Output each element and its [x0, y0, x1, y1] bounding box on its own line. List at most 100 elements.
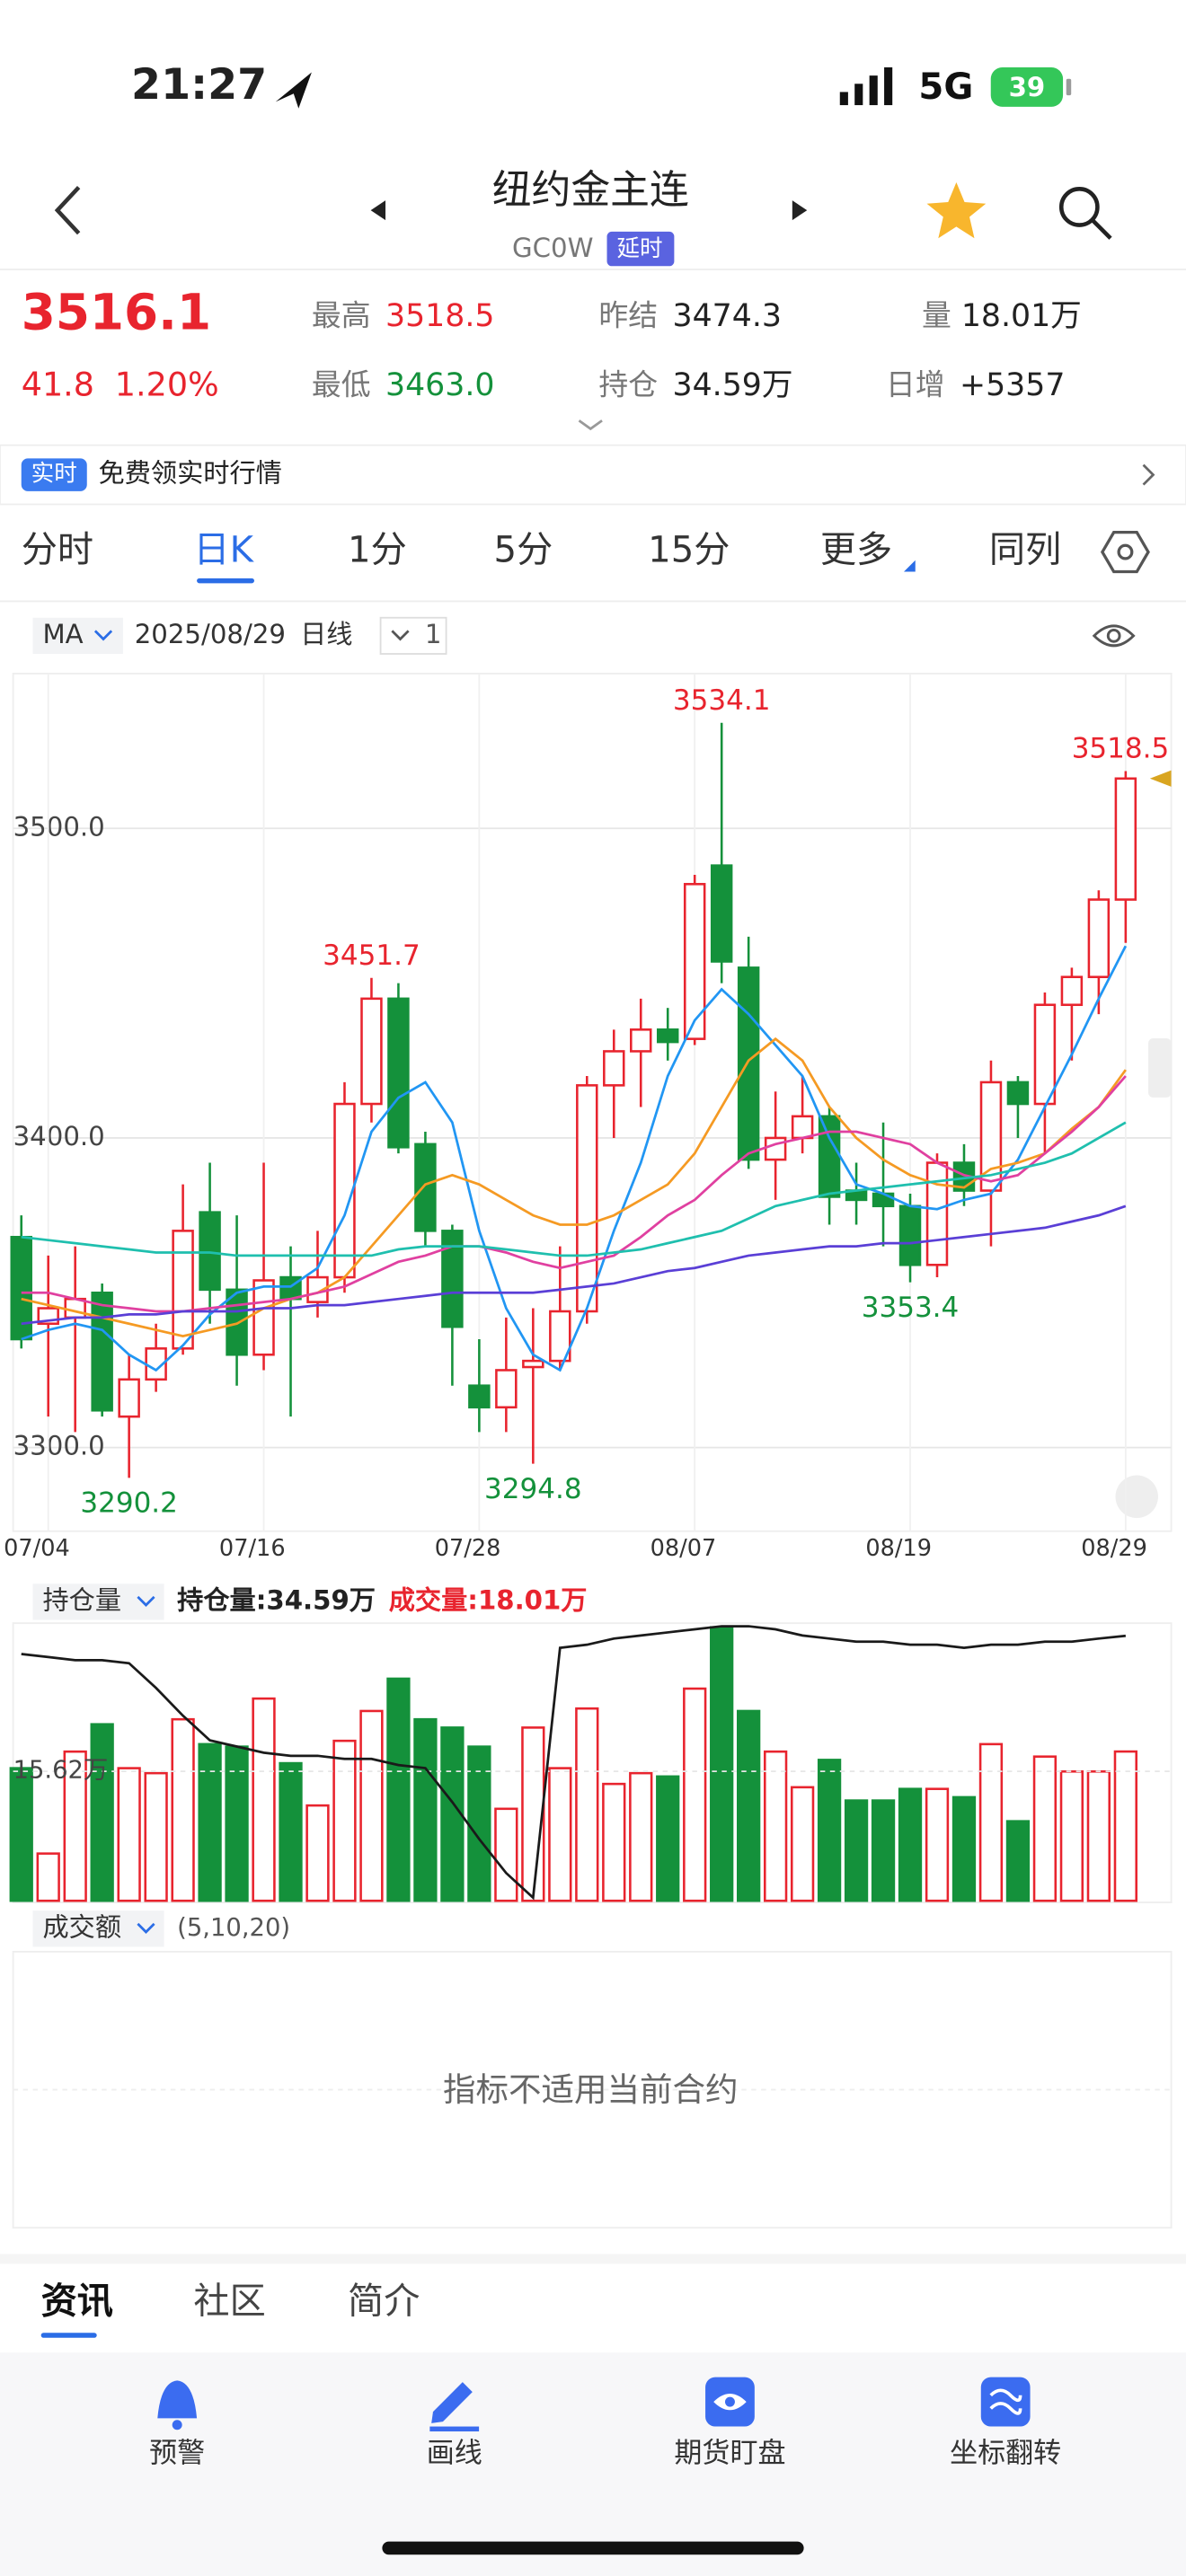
eye-toggle[interactable] — [1092, 624, 1136, 648]
volume-bar — [978, 1742, 1004, 1902]
info-tab[interactable]: 社区 — [193, 2280, 265, 2322]
ma-line — [21, 1075, 1127, 1313]
extreme-label: 3294.8 — [484, 1473, 582, 1505]
home-indicator — [382, 2541, 804, 2555]
flip-icon[interactable] — [980, 2377, 1031, 2427]
panel-label: 持仓量 — [42, 1584, 121, 1615]
banner-badge-bg — [21, 458, 87, 491]
back-button[interactable] — [54, 185, 81, 235]
volume-bar — [763, 1750, 788, 1902]
volume-bar — [9, 1767, 33, 1902]
candle-body — [764, 1136, 787, 1161]
stat-label: 量 — [922, 297, 951, 332]
candle-body — [979, 1081, 1003, 1192]
info-underline — [40, 2333, 97, 2338]
tab-underline — [197, 578, 254, 584]
volume-bar — [1086, 1770, 1111, 1902]
x-tick-label: 07/04 — [4, 1535, 70, 1562]
period-tab[interactable]: 日K — [193, 530, 254, 571]
x-tick-label: 08/07 — [651, 1535, 717, 1562]
panel-message: 指标不适用当前合约 — [443, 2070, 738, 2109]
candle-body — [818, 1115, 841, 1198]
period-tab[interactable]: 15分 — [648, 530, 730, 571]
stat-label: 最高 — [312, 297, 371, 332]
banner-arrow[interactable] — [1142, 463, 1155, 486]
battery: 39 — [1009, 72, 1046, 102]
last-price: 3516.1 — [22, 283, 211, 340]
volume-bar — [521, 1726, 545, 1902]
volume-bar — [871, 1799, 896, 1902]
extreme-label: 3518.5 — [1072, 733, 1170, 765]
y-tick-label: 15.62万 — [13, 1757, 109, 1785]
candle-body — [360, 997, 383, 1106]
stat-value: 34.59万 — [673, 367, 793, 403]
period-tab[interactable]: 1分 — [348, 530, 407, 571]
period-tab[interactable]: 更多 — [820, 530, 892, 571]
volume-text: 成交量:18.01万 — [389, 1584, 588, 1615]
candle-body — [522, 1359, 544, 1369]
candle-body — [1087, 898, 1111, 978]
candle-body — [468, 1384, 491, 1409]
volume-bar — [575, 1707, 599, 1902]
x-tick-label: 07/28 — [435, 1535, 501, 1562]
volume-bar — [1032, 1755, 1058, 1902]
candle-body — [683, 883, 706, 1040]
banner-text[interactable]: 免费领实时行情 — [99, 458, 282, 489]
expand-chevron[interactable] — [578, 419, 603, 431]
stat-value: +5357 — [960, 367, 1065, 403]
volume-bar — [413, 1717, 438, 1902]
open-interest-line — [21, 1625, 1126, 1901]
period-tab[interactable]: 同列 — [989, 530, 1061, 571]
stat-label: 最低 — [312, 366, 371, 401]
title: 纽约金主连 — [492, 167, 689, 213]
ma-line — [21, 1204, 1127, 1326]
watch-icon[interactable] — [705, 2377, 755, 2427]
stat-value: 3474.3 — [673, 298, 782, 334]
info-tab[interactable]: 简介 — [348, 2280, 420, 2322]
candle-body — [172, 1230, 194, 1350]
alert-icon[interactable] — [157, 2380, 198, 2430]
candle-body — [925, 1161, 949, 1266]
nav-label[interactable]: 期货盯盘 — [674, 2438, 785, 2470]
section-gap — [0, 2254, 1186, 2264]
nav-label[interactable]: 画线 — [427, 2438, 482, 2470]
volume-bar — [332, 1739, 357, 1902]
volume-bar — [1005, 1820, 1031, 1902]
banner-badge: 实时 — [31, 461, 77, 488]
nav-label[interactable]: 预警 — [149, 2438, 205, 2470]
favorite-star[interactable] — [926, 182, 987, 239]
candle-body — [495, 1369, 518, 1409]
candle-body — [603, 1050, 625, 1087]
search-button[interactable] — [1058, 187, 1112, 240]
candle-body — [737, 966, 760, 1161]
draw-icon[interactable] — [429, 2382, 480, 2432]
candle-body — [549, 1310, 571, 1363]
volume-bar — [467, 1745, 491, 1902]
settings-icon[interactable] — [1100, 530, 1150, 574]
chart-frame — [12, 673, 1173, 1532]
period-tab[interactable]: 分时 — [22, 530, 93, 571]
volume-bar — [171, 1717, 195, 1902]
volume-bar — [951, 1795, 977, 1902]
period-tab[interactable]: 5分 — [494, 530, 553, 571]
volume-frame — [12, 1622, 1173, 1903]
volume-bar — [144, 1771, 168, 1902]
ma-line — [21, 1121, 1127, 1257]
x-tick-label: 08/29 — [1081, 1535, 1147, 1562]
prev-contract[interactable] — [370, 200, 386, 221]
code: GC0W — [512, 233, 593, 263]
extreme-label: 3534.1 — [673, 684, 771, 717]
delay-badge — [606, 231, 675, 267]
nav-label[interactable]: 坐标翻转 — [950, 2438, 1061, 2470]
candle-body — [414, 1142, 437, 1232]
next-contract[interactable] — [792, 200, 808, 221]
last-price-marker — [1149, 770, 1172, 787]
badge: 延时 — [616, 235, 662, 262]
count-select[interactable] — [379, 616, 447, 655]
info-tab[interactable]: 资讯 — [41, 2280, 113, 2322]
volume-bar — [279, 1761, 303, 1902]
fullscreen-button[interactable] — [1115, 1475, 1158, 1519]
side-handle[interactable] — [1148, 1037, 1172, 1098]
extreme-label: 3353.4 — [862, 1292, 960, 1324]
